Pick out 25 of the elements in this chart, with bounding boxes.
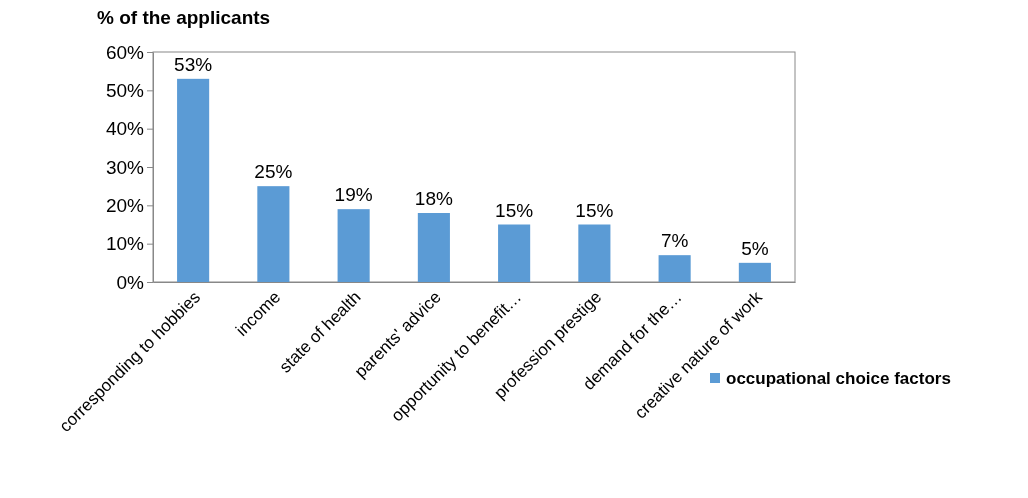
- data-label: 7%: [660, 230, 689, 252]
- data-label: 25%: [254, 161, 293, 183]
- y-tick-label: 50%: [105, 79, 145, 101]
- bar: [417, 213, 450, 282]
- bar: [177, 78, 210, 282]
- y-tick-label: 20%: [105, 194, 145, 216]
- bar: [578, 224, 611, 282]
- y-tick-label: 0%: [116, 271, 145, 293]
- bar: [257, 186, 290, 282]
- data-label: 18%: [414, 188, 453, 209]
- y-tick-label: 40%: [105, 118, 145, 140]
- data-label: 5%: [741, 237, 769, 259]
- y-tick-label: 60%: [105, 41, 145, 63]
- data-label: 19%: [334, 184, 373, 206]
- bar: [337, 209, 370, 282]
- data-label: 53%: [174, 53, 213, 75]
- bar: [498, 224, 531, 282]
- y-tick-label: 10%: [105, 233, 145, 255]
- legend-label: occupational choice factors: [726, 369, 951, 388]
- data-label: 15%: [575, 199, 614, 221]
- chart-title: % of the applicants: [97, 7, 271, 28]
- y-tick-label: 30%: [105, 156, 145, 178]
- bar: [658, 255, 691, 282]
- data-label: 15%: [495, 199, 534, 221]
- bar: [738, 262, 771, 282]
